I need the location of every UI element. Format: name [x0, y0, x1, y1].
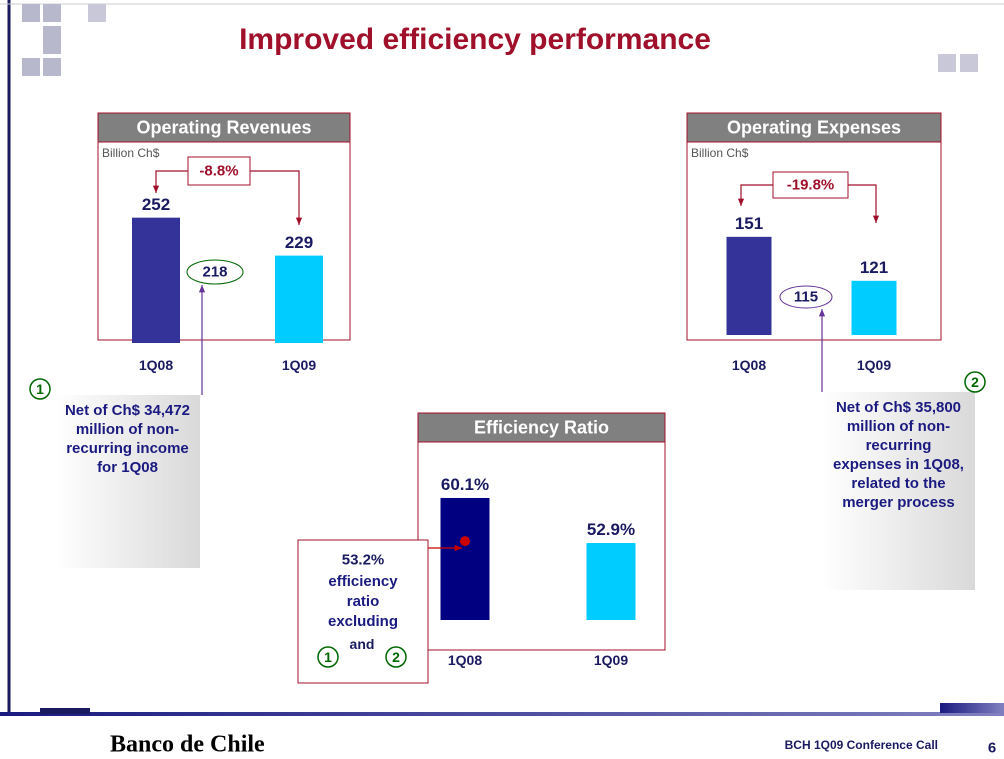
- note-join: and: [349, 636, 375, 652]
- arrowhead: [818, 309, 826, 317]
- value-label: 229: [284, 232, 314, 252]
- note-marker-label: 1: [36, 381, 44, 397]
- event: BCH 1Q09 Conference Call: [784, 738, 938, 752]
- note-marker: [385, 646, 407, 668]
- panel-title: Operating Expenses: [726, 117, 902, 138]
- bar: [440, 497, 490, 620]
- note-marker-label: 2: [971, 374, 979, 390]
- note-box: [55, 395, 200, 568]
- change-label: -8.8%: [199, 162, 239, 180]
- note-text: Net of Ch$ 34,472 million of non-recurri…: [64, 402, 191, 476]
- category-label: 1Q08: [138, 357, 174, 373]
- note-marker: [317, 646, 339, 668]
- arrowhead: [737, 198, 745, 206]
- note-marker: [29, 378, 51, 400]
- panel-header: [686, 112, 942, 143]
- category-label: 1Q09: [281, 357, 317, 373]
- arrowhead: [152, 185, 160, 193]
- bar: [851, 280, 897, 335]
- deco: [22, 58, 40, 76]
- change-box: [187, 156, 251, 186]
- adjusted-label: 53.2%: [341, 551, 385, 569]
- arrowhead: [872, 215, 880, 223]
- panel-title: Efficiency Ratio: [473, 417, 610, 438]
- category-label: 1Q08: [731, 357, 767, 373]
- panel-title: Operating Revenues: [136, 117, 312, 138]
- adjusted-dot: [460, 536, 470, 547]
- change-box: [772, 171, 849, 199]
- category-label: 1Q09: [856, 357, 892, 373]
- brand: Banco de Chile: [110, 731, 265, 758]
- bar: [275, 255, 323, 343]
- arrowhead: [198, 285, 206, 293]
- footer-rule: [0, 712, 1004, 716]
- adjusted-oval: [779, 285, 833, 309]
- unit-label: Billion Ch$: [102, 146, 160, 160]
- adjusted-label: 115: [793, 288, 819, 306]
- bar: [132, 217, 180, 343]
- bar: [586, 543, 636, 620]
- panel-header: [417, 412, 666, 443]
- deco: [43, 4, 61, 22]
- connector: [250, 170, 300, 225]
- adjusted-oval: [186, 259, 244, 285]
- note-box: [822, 392, 975, 590]
- deco: [88, 4, 106, 22]
- connector: [848, 184, 877, 223]
- note-marker: [964, 371, 986, 393]
- unit-label: Billion Ch$: [691, 146, 749, 160]
- deco: [960, 54, 978, 72]
- value-label: 252: [141, 194, 171, 214]
- category-label: 1Q08: [447, 652, 483, 668]
- adjusted-label: 218: [202, 263, 228, 281]
- arrowhead: [454, 544, 462, 552]
- value-label: 151: [734, 213, 764, 233]
- deco: [43, 26, 61, 54]
- deco: [940, 703, 1004, 713]
- change-label: -19.8%: [786, 176, 835, 194]
- value-label: 121: [859, 257, 889, 277]
- deco: [43, 58, 61, 76]
- note-text: efficiency ratio excluding: [327, 573, 398, 630]
- bar: [726, 236, 772, 335]
- value-label: 60.1%: [440, 474, 490, 494]
- deco: [22, 4, 40, 22]
- arrowhead: [295, 217, 303, 225]
- note-text: Net of Ch$ 35,800 million of non-recurri…: [833, 399, 964, 511]
- value-label: 52.9%: [586, 520, 636, 540]
- slide-title: Improved efficiency performance: [239, 23, 711, 56]
- panel-header: [97, 112, 351, 143]
- deco: [40, 708, 90, 714]
- note-marker-label: 1: [324, 649, 332, 665]
- deco: [938, 54, 956, 72]
- category-label: 1Q09: [593, 652, 629, 668]
- page-number: 6: [987, 739, 997, 757]
- note-marker-label: 2: [392, 649, 400, 665]
